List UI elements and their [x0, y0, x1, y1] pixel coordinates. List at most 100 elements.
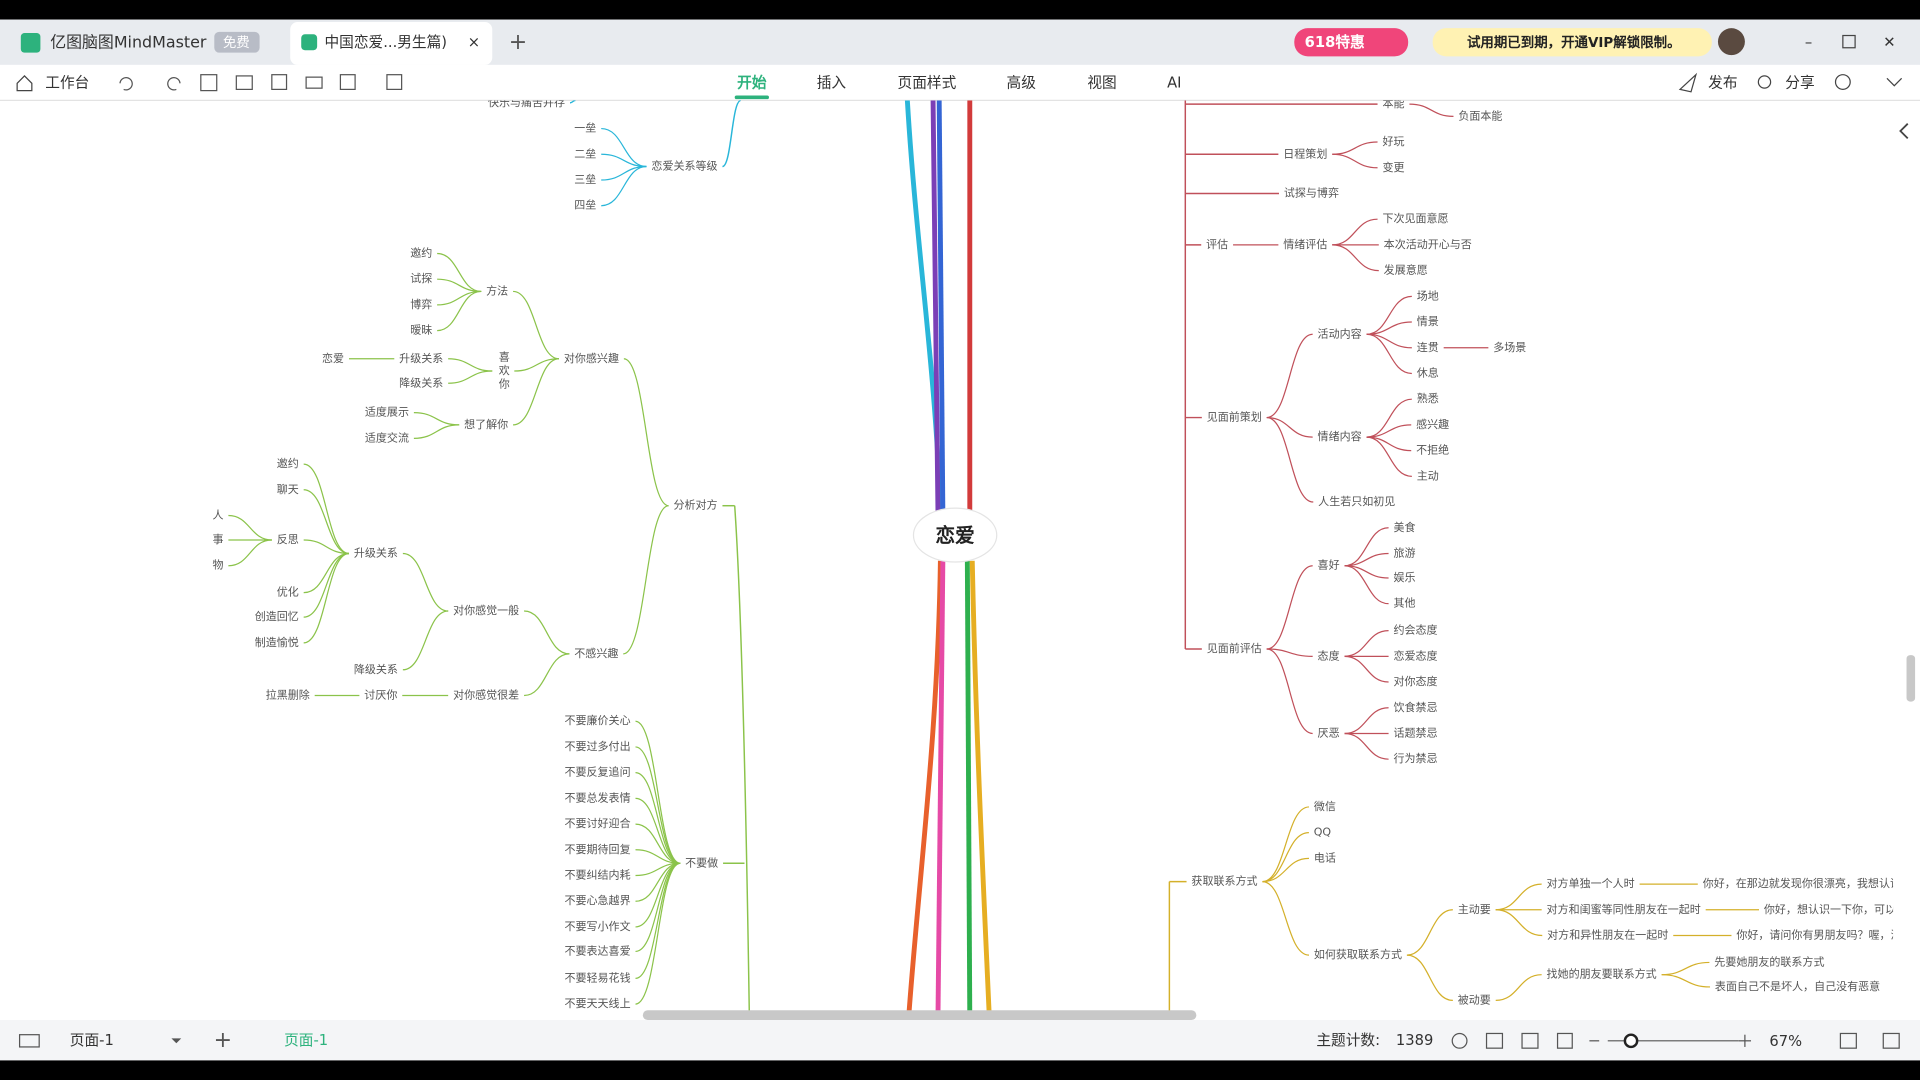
node-label[interactable]: 情绪内容	[1318, 429, 1362, 443]
node-label[interactable]: 降级关系	[399, 375, 443, 389]
new-tab[interactable]: +	[509, 30, 527, 55]
node-label[interactable]: 话题禁忌	[1393, 726, 1437, 739]
node-label[interactable]: 事	[212, 533, 223, 546]
node-label[interactable]: 人	[212, 509, 223, 522]
node-label[interactable]: 适度展示	[365, 405, 409, 419]
node-label[interactable]: 主动	[1417, 469, 1439, 482]
node-label[interactable]: 情景	[1417, 315, 1439, 328]
node-label[interactable]: 人生若只如初见	[1318, 494, 1395, 508]
node-label[interactable]: 行为禁忌	[1393, 752, 1437, 765]
node-label[interactable]: 对方和异性朋友在一起时	[1547, 928, 1668, 942]
node-label[interactable]: 娱乐	[1393, 570, 1415, 584]
node-label[interactable]: 活动内容	[1318, 326, 1362, 340]
node-label[interactable]: 对你感觉很差	[453, 688, 519, 702]
node-label[interactable]: 对你感兴趣	[564, 351, 619, 365]
node-label[interactable]: 下次见面意愿	[1382, 211, 1448, 225]
node-label[interactable]: 发展意愿	[1384, 263, 1428, 277]
menu-item[interactable]: 插入	[817, 74, 847, 91]
page-tab[interactable]: 页面-1	[284, 1032, 328, 1049]
menu-item[interactable]: 开始	[737, 73, 767, 91]
zoom-slider[interactable]	[1623, 1033, 1639, 1049]
close[interactable]: ✕	[1883, 34, 1895, 51]
node-label[interactable]: 邀约	[410, 245, 432, 259]
node-label[interactable]: 感兴趣	[1416, 417, 1449, 431]
node-label[interactable]: 喜好	[1318, 558, 1340, 572]
minimize[interactable]: –	[1805, 34, 1812, 51]
node-label[interactable]: 情绪评估	[1283, 237, 1327, 251]
node-label[interactable]: 不要廉价关心	[564, 713, 630, 727]
node-label[interactable]: 不要纠结内耗	[564, 868, 630, 882]
node-label[interactable]: 降级关系	[354, 662, 398, 676]
node-label[interactable]: 制造愉悦	[255, 635, 299, 649]
node-label[interactable]: 场地	[1417, 288, 1439, 302]
node-label[interactable]: 想了解你	[464, 417, 508, 431]
node-label[interactable]: 本能	[1382, 96, 1404, 110]
panel-toggle[interactable]	[1882, 1032, 1900, 1049]
doc-tab[interactable]	[290, 22, 493, 65]
node-label[interactable]: 获取联系方式	[1191, 874, 1257, 888]
menu-item[interactable]: 视图	[1087, 74, 1116, 91]
avatar[interactable]	[1717, 28, 1745, 56]
node-label[interactable]: 不要天天线上	[564, 996, 630, 1010]
fullscreen[interactable]	[1839, 1032, 1857, 1049]
node-label[interactable]: 不感兴趣	[574, 646, 618, 660]
promo[interactable]	[1294, 28, 1409, 57]
node-label[interactable]: 拉黑删除	[266, 688, 310, 702]
node-label[interactable]: 恋爱态度	[1393, 648, 1437, 662]
node-label[interactable]: 优化	[277, 585, 299, 599]
node-label[interactable]: 你好，在那边就发现你很漂亮，我想认识一	[1703, 876, 1912, 890]
node-label[interactable]: 恋爱关系等级	[651, 159, 717, 173]
node-label[interactable]: 恋爱	[322, 351, 344, 365]
node-label[interactable]: 不要心急越界	[564, 893, 630, 907]
node-label[interactable]: 对方单独一个人时	[1547, 876, 1635, 890]
node-label[interactable]: 对你感觉一般	[453, 603, 519, 617]
node-label[interactable]: 评估	[1206, 238, 1228, 251]
node-label[interactable]: 熟悉	[1417, 391, 1439, 405]
node-label[interactable]: 不要做	[685, 855, 718, 869]
node-label[interactable]: 日程策划	[1283, 146, 1327, 160]
collapse[interactable]	[1886, 77, 1903, 87]
v-scrollbar[interactable]	[1906, 655, 1916, 702]
node-label[interactable]: 本次活动开心与否	[1384, 237, 1472, 251]
node-label[interactable]: 试探	[410, 272, 432, 285]
share[interactable]: 分享	[1785, 74, 1814, 91]
node-label[interactable]: 升级关系	[399, 351, 443, 365]
help[interactable]	[1834, 74, 1851, 90]
node-label[interactable]: 二垒	[574, 147, 596, 160]
node-label[interactable]: 三垒	[574, 173, 596, 186]
node-label[interactable]: 创造回忆	[255, 609, 299, 623]
node-label[interactable]: 如何获取联系方式	[1314, 947, 1402, 961]
node-label[interactable]: 博弈	[410, 297, 432, 311]
node-label[interactable]: 对方和闺蜜等同性朋友在一起时	[1547, 902, 1701, 916]
node-label[interactable]: 快乐与痛苦并存	[488, 95, 565, 109]
node-label[interactable]: 美食	[1393, 520, 1415, 534]
notice[interactable]	[1432, 28, 1712, 57]
node-label[interactable]: 不要总发表情	[564, 790, 630, 804]
node-label[interactable]: 不要写小作文	[564, 919, 630, 933]
node-label[interactable]: 一垒	[574, 122, 596, 135]
node-label[interactable]: 不要反复追问	[564, 765, 630, 779]
node-label[interactable]: 你好，请问你有男朋友吗？喔，没有	[1736, 928, 1912, 942]
menu-item[interactable]: AI	[1167, 74, 1181, 91]
node-label[interactable]: 不要过多付出	[564, 739, 630, 753]
publish[interactable]: 发布	[1708, 74, 1737, 91]
node-label[interactable]: 主动要	[1458, 903, 1491, 916]
node-label[interactable]: 升级关系	[354, 545, 398, 559]
node-label[interactable]: 不要讨好迎合	[564, 816, 630, 830]
menu-item[interactable]: 页面样式	[898, 74, 957, 91]
menu-item[interactable]: 高级	[1007, 74, 1037, 91]
node-label[interactable]: 见面前策划	[1207, 410, 1262, 424]
node-label[interactable]: 不要期待回复	[564, 842, 630, 856]
node-label[interactable]: 试探与博弈	[1284, 185, 1339, 199]
node-label[interactable]: 变更	[1382, 160, 1404, 174]
node-label[interactable]: 被动要	[1458, 993, 1491, 1006]
node-label[interactable]: 态度	[1318, 648, 1340, 662]
node-label[interactable]: 多场景	[1493, 340, 1526, 354]
node-label[interactable]: 暧昧	[410, 323, 432, 337]
node-label[interactable]: 休息	[1417, 365, 1439, 379]
page-dropdown[interactable]	[171, 1038, 182, 1044]
node-label[interactable]: 其他	[1393, 597, 1415, 610]
node-label[interactable]: 不拒绝	[1416, 443, 1449, 457]
node-label[interactable]: 饮食禁忌	[1393, 700, 1437, 714]
home[interactable]: 工作台	[45, 74, 89, 91]
